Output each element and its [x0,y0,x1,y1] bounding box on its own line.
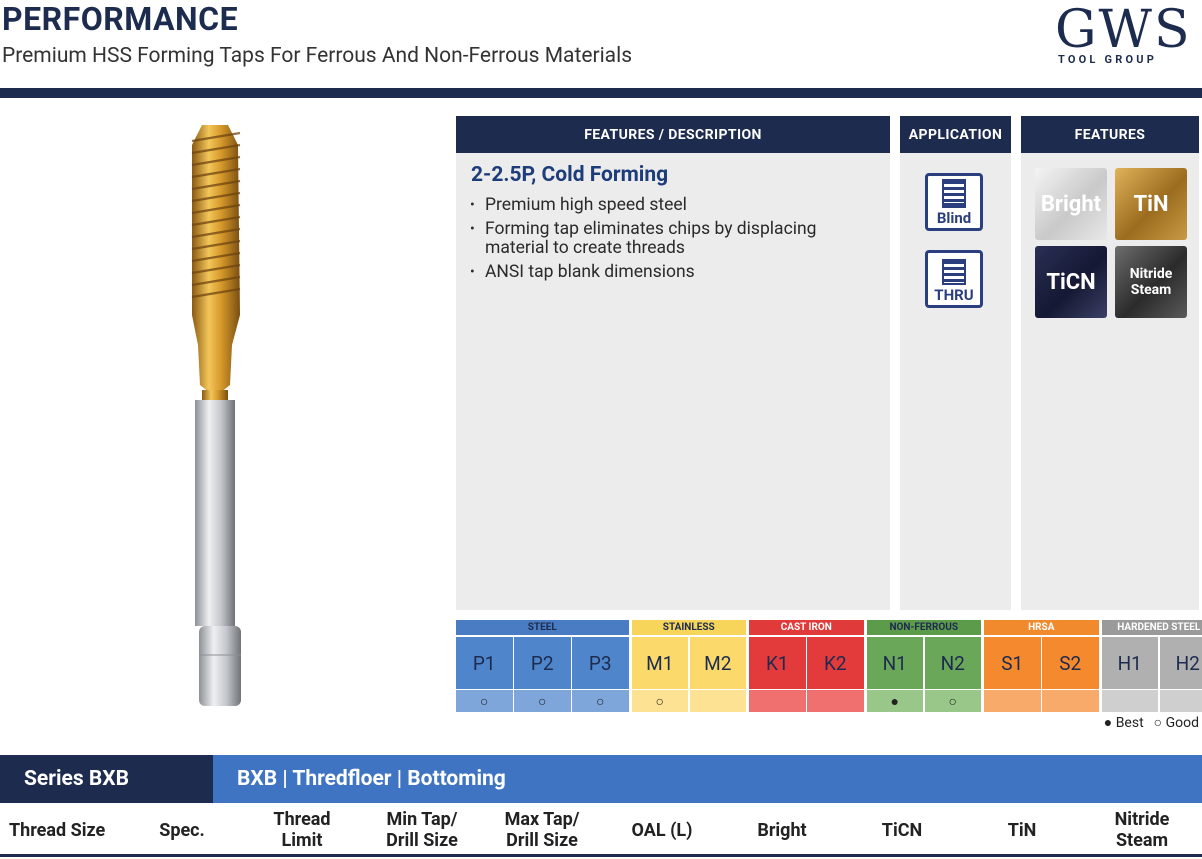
material-rating: ○ [631,690,688,712]
material-rating [749,690,806,712]
material-code: K2 [807,637,864,689]
material-rating [984,690,1041,712]
material-group: STEEL [456,620,629,635]
feature-tile: Nitride Steam [1115,246,1187,318]
material-code: H1 [1101,637,1158,689]
column-header: OAL (L) [602,806,722,854]
column-header: Bright [722,806,842,854]
legend-good: ○ Good [1153,715,1199,731]
legend-best: ● Best [1103,715,1144,731]
icon-label: THRU [934,286,974,304]
material-rating [1159,690,1202,712]
description-panel: FEATURES / DESCRIPTION 2-2.5P, Cold Form… [456,116,890,610]
column-label: Nitride Steam [1114,809,1170,851]
panel-heading: FEATURES [1021,116,1199,153]
material-group: NON-FERROUS [866,620,981,635]
application-icon: Blind [925,173,983,231]
column-label: OAL (L) [631,819,693,841]
column-label: Spec. [159,819,205,841]
column-header: Thread Limit [242,806,362,854]
material-rating: ○ [514,690,571,712]
column-header: Max Tap/ Drill Size [482,806,602,854]
application-icon: THRU [925,250,983,308]
material-rating [1101,690,1158,712]
material-code: P3 [572,637,629,689]
column-header: TiN [962,806,1082,854]
material-code: S1 [984,637,1041,689]
material-code: M1 [631,637,688,689]
material-code: K1 [749,637,806,689]
material-code: P2 [514,637,571,689]
material-rating: ● [866,690,923,712]
material-rating [807,690,864,712]
feature-tile: TiCN [1035,246,1107,318]
material-code: H2 [1159,637,1202,689]
column-label: Min Tap/ Drill Size [386,809,458,851]
column-label: TiCN [881,819,923,841]
bullet: Forming tap eliminates chips by displaci… [470,220,860,258]
feature-tile: Bright [1035,168,1107,240]
tap-image [191,125,241,706]
column-label: Bright [757,819,807,841]
material-code: M2 [689,637,746,689]
column-label: Thread Limit [273,809,331,851]
bullet: ANSI tap blank dimensions [470,263,860,283]
column-header: Min Tap/ Drill Size [362,806,482,854]
material-rating: ○ [456,690,513,712]
icon-label: Blind [936,209,972,227]
logo-tagline: TOOL GROUP [1058,53,1157,66]
material-rating [689,690,746,712]
material-group: STAINLESS [631,620,746,635]
material-code: S2 [1042,637,1099,689]
panel-heading: APPLICATION [900,116,1011,153]
column-label: TiN [1007,819,1037,841]
header-rule [0,88,1202,98]
icon-graphic [942,259,966,285]
features-panel: FEATURES Bright TiN TiCN Nitride Steam [1021,116,1199,610]
table-header: Thread Size Spec. Thread Limit Min Tap/ Dri… [0,806,1202,857]
application-panel: APPLICATION Blind THRU [900,116,1011,610]
bullet: Premium high speed steel [470,196,860,216]
material-code: N2 [924,637,981,689]
column-header: Thread Size [0,806,122,854]
material-rating: ○ [572,690,629,712]
material-group: CAST IRON [749,620,864,635]
column-label: Thread Size [9,819,106,841]
series-description: BXB | Thredfloer | Bottoming [213,755,1202,803]
material-rating [1042,690,1099,712]
series-label: Series BXB [0,755,213,803]
page-title: PERFORMANCE [2,0,239,38]
material-code: P1 [456,637,513,689]
description-title: 2-2.5P, Cold Forming [471,163,669,187]
feature-tile: TiN [1115,168,1187,240]
column-label: Max Tap/ Drill Size [504,809,580,851]
bullet-list: Premium high speed steel Forming tap elim… [470,196,860,287]
column-header: Spec. [122,806,242,854]
column-header: Nitride Steam [1082,806,1202,854]
column-header: TiCN [842,806,962,854]
icon-graphic [942,179,966,208]
rating-legend: ● Best ○ Good [1094,714,1199,731]
material-group: HRSA [984,620,1099,635]
material-rating: ○ [924,690,981,712]
page-subtitle: Premium HSS Forming Taps For Ferrous And… [2,44,633,68]
material-group: HARDENED STEEL [1101,620,1202,635]
material-code: N1 [866,637,923,689]
logo-name: GWS [1055,0,1192,60]
panel-heading: FEATURES / DESCRIPTION [456,116,890,153]
